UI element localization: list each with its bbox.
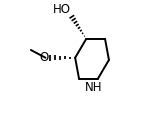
Text: O: O [39,51,49,64]
Text: NH: NH [85,81,102,94]
Text: HO: HO [53,3,71,16]
